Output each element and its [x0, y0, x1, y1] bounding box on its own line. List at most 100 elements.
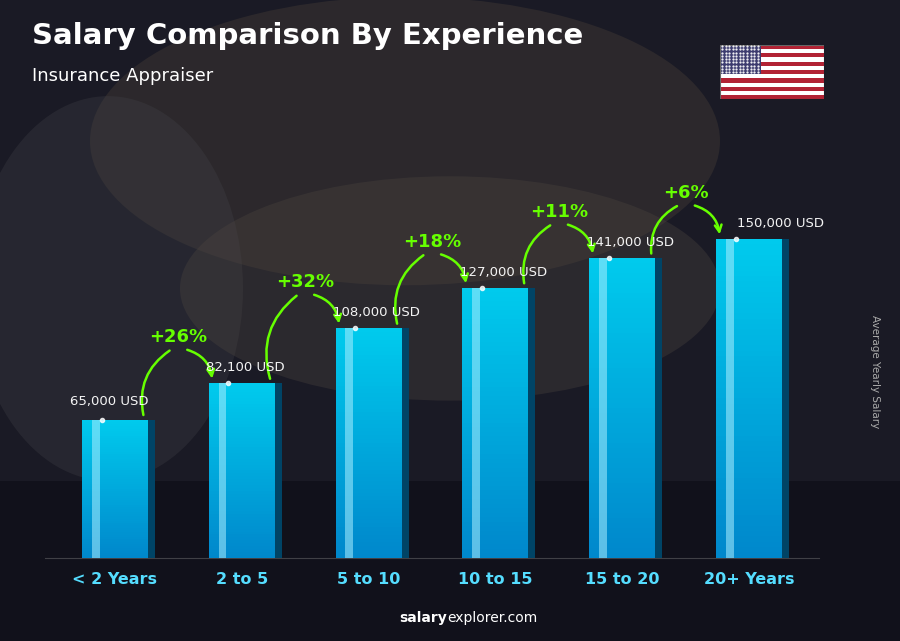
- Bar: [716, 361, 782, 367]
- Bar: [463, 549, 528, 553]
- Bar: [209, 543, 274, 546]
- Bar: [590, 553, 655, 558]
- Bar: [209, 531, 274, 535]
- Bar: [590, 343, 655, 348]
- Text: 108,000 USD: 108,000 USD: [333, 306, 420, 319]
- Bar: [463, 324, 528, 328]
- Bar: [463, 301, 528, 306]
- Bar: [82, 544, 148, 546]
- Bar: [336, 374, 401, 378]
- Bar: [716, 340, 782, 345]
- Bar: [716, 553, 782, 558]
- Bar: [148, 420, 155, 558]
- Bar: [716, 393, 782, 398]
- Bar: [336, 504, 401, 508]
- Bar: [463, 409, 528, 414]
- Bar: [82, 433, 148, 436]
- Bar: [463, 535, 528, 540]
- Bar: [336, 389, 401, 393]
- Bar: [209, 389, 274, 392]
- Text: 150,000 USD: 150,000 USD: [736, 217, 824, 229]
- Bar: [590, 258, 655, 263]
- Bar: [590, 528, 655, 533]
- Bar: [463, 360, 528, 364]
- Bar: [590, 447, 655, 453]
- Bar: [209, 429, 274, 433]
- Bar: [716, 441, 782, 446]
- Bar: [463, 373, 528, 378]
- Bar: [336, 404, 401, 408]
- Bar: [82, 475, 148, 477]
- Bar: [463, 297, 528, 301]
- Bar: [209, 401, 274, 404]
- Text: +32%: +32%: [276, 273, 334, 291]
- Bar: [336, 512, 401, 515]
- Bar: [463, 355, 528, 360]
- Bar: [716, 510, 782, 515]
- Bar: [82, 484, 148, 487]
- Bar: [336, 431, 401, 435]
- Text: Average Yearly Salary: Average Yearly Salary: [869, 315, 880, 428]
- Bar: [590, 493, 655, 498]
- Bar: [82, 419, 148, 422]
- Bar: [716, 398, 782, 404]
- Bar: [209, 424, 274, 427]
- Bar: [463, 346, 528, 351]
- Bar: [336, 378, 401, 382]
- Bar: [655, 258, 662, 558]
- Bar: [336, 485, 401, 489]
- Bar: [463, 310, 528, 315]
- Bar: [209, 465, 274, 467]
- Bar: [463, 306, 528, 310]
- Bar: [463, 445, 528, 450]
- Bar: [463, 513, 528, 517]
- Bar: [720, 70, 824, 74]
- Bar: [590, 542, 655, 547]
- Bar: [716, 526, 782, 531]
- Bar: [720, 62, 824, 66]
- Bar: [209, 415, 274, 418]
- Text: salary: salary: [400, 611, 447, 625]
- Bar: [209, 412, 274, 415]
- Bar: [590, 533, 655, 538]
- Bar: [716, 462, 782, 467]
- Bar: [716, 467, 782, 472]
- Bar: [336, 370, 401, 374]
- Bar: [463, 378, 528, 382]
- Bar: [336, 443, 401, 447]
- Bar: [274, 383, 282, 558]
- Bar: [463, 540, 528, 544]
- Bar: [209, 511, 274, 514]
- Text: 127,000 USD: 127,000 USD: [460, 265, 547, 279]
- Bar: [590, 488, 655, 493]
- Bar: [590, 428, 655, 433]
- Bar: [82, 472, 148, 475]
- Bar: [716, 430, 782, 435]
- Bar: [209, 479, 274, 482]
- Bar: [716, 329, 782, 335]
- Bar: [463, 449, 528, 454]
- Bar: [716, 435, 782, 441]
- Bar: [716, 531, 782, 537]
- Bar: [716, 472, 782, 478]
- Bar: [716, 260, 782, 265]
- Bar: [716, 388, 782, 393]
- Bar: [590, 333, 655, 338]
- Bar: [209, 470, 274, 473]
- Bar: [82, 487, 148, 488]
- Bar: [209, 433, 274, 436]
- Bar: [336, 454, 401, 458]
- Bar: [346, 328, 354, 558]
- Bar: [82, 445, 148, 447]
- Bar: [590, 328, 655, 333]
- Bar: [209, 444, 274, 447]
- Bar: [82, 504, 148, 507]
- Bar: [336, 488, 401, 493]
- Bar: [209, 526, 274, 529]
- Bar: [463, 526, 528, 531]
- Bar: [336, 416, 401, 420]
- Bar: [82, 440, 148, 442]
- Bar: [82, 493, 148, 495]
- Bar: [336, 355, 401, 359]
- Bar: [463, 288, 528, 292]
